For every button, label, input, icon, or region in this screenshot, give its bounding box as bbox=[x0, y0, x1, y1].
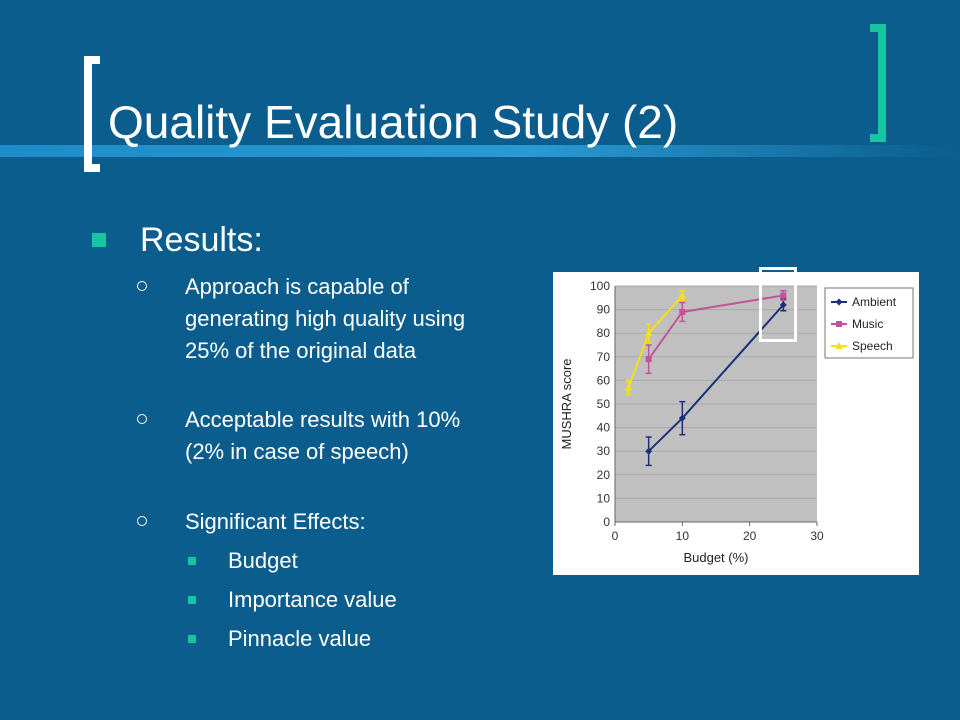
left-bracket-decoration bbox=[84, 56, 100, 172]
speech-point bbox=[624, 383, 633, 391]
y-tick-label: 90 bbox=[597, 303, 611, 317]
ambient-point bbox=[779, 301, 787, 309]
right-bracket-decoration bbox=[870, 24, 886, 142]
effect-item-budget: Budget bbox=[188, 545, 298, 577]
chart-svg: 0 10 20 30 40 50 60 70 80 90 100 0 10 20 30 Budget (%) M… bbox=[559, 279, 914, 565]
square-bullet-icon bbox=[188, 557, 196, 565]
y-tick-label: 80 bbox=[597, 326, 611, 340]
effect-text: Importance value bbox=[228, 587, 397, 612]
music-point bbox=[780, 292, 787, 299]
effect-item-pinnacle: Pinnacle value bbox=[188, 623, 371, 655]
square-bullet-icon bbox=[188, 596, 196, 604]
highlight-box bbox=[759, 267, 797, 342]
square-bullet-icon bbox=[92, 233, 106, 247]
speech-legend-marker bbox=[835, 342, 843, 349]
mushra-chart: 0 10 20 30 40 50 60 70 80 90 100 0 10 20 30 Budget (%) M… bbox=[553, 272, 919, 575]
title-underline-bar bbox=[0, 145, 960, 157]
x-tick-label: 0 bbox=[612, 529, 619, 543]
speech-point bbox=[644, 329, 653, 337]
speech-point bbox=[678, 291, 687, 299]
x-tick-label: 20 bbox=[743, 529, 757, 543]
y-tick-label: 0 bbox=[603, 515, 610, 529]
effect-item-importance: Importance value bbox=[188, 584, 397, 616]
y-tick-label: 50 bbox=[597, 397, 611, 411]
speech-legend-label: Speech bbox=[852, 339, 893, 353]
effect-text: Pinnacle value bbox=[228, 626, 372, 651]
sub-bullet-text: Acceptable results with 10% (2% in case … bbox=[185, 407, 461, 464]
ambient-legend-label: Ambient bbox=[852, 295, 897, 309]
square-bullet-icon bbox=[188, 635, 196, 643]
music-point bbox=[679, 308, 686, 315]
y-tick-label: 100 bbox=[590, 279, 610, 293]
y-tick-label: 20 bbox=[597, 468, 611, 482]
effect-text: Budget bbox=[228, 548, 298, 573]
sub-bullet-acceptable: Acceptable results with 10% (2% in case … bbox=[137, 404, 467, 468]
y-tick-label: 40 bbox=[597, 421, 611, 435]
circle-bullet-icon bbox=[137, 414, 147, 424]
sub-bullet-text: Significant Effects: bbox=[185, 509, 366, 534]
music-legend-marker bbox=[836, 321, 842, 327]
x-tick-label: 30 bbox=[810, 529, 824, 543]
music-legend-label: Music bbox=[852, 317, 883, 331]
circle-bullet-icon bbox=[137, 281, 147, 291]
results-bullet: Results: bbox=[92, 219, 263, 261]
y-tick-label: 70 bbox=[597, 350, 611, 364]
slide-title: Quality Evaluation Study (2) bbox=[108, 96, 679, 148]
ambient-legend-marker bbox=[835, 298, 843, 306]
y-tick-label: 30 bbox=[597, 444, 611, 458]
x-axis-label: Budget (%) bbox=[683, 550, 748, 565]
y-tick-label: 60 bbox=[597, 373, 611, 387]
x-tick-label: 10 bbox=[676, 529, 690, 543]
results-label: Results: bbox=[140, 221, 263, 259]
music-point bbox=[645, 356, 652, 363]
circle-bullet-icon bbox=[137, 516, 147, 526]
sub-bullet-effects: Significant Effects: bbox=[137, 506, 467, 538]
sub-bullet-text: Approach is capable of generating high q… bbox=[185, 274, 466, 363]
y-axis-label: MUSHRA score bbox=[559, 358, 574, 449]
ambient-point bbox=[645, 447, 653, 455]
sub-bullet-quality: Approach is capable of generating high q… bbox=[137, 271, 467, 367]
y-tick-label: 10 bbox=[597, 491, 611, 505]
ambient-point bbox=[678, 414, 686, 422]
